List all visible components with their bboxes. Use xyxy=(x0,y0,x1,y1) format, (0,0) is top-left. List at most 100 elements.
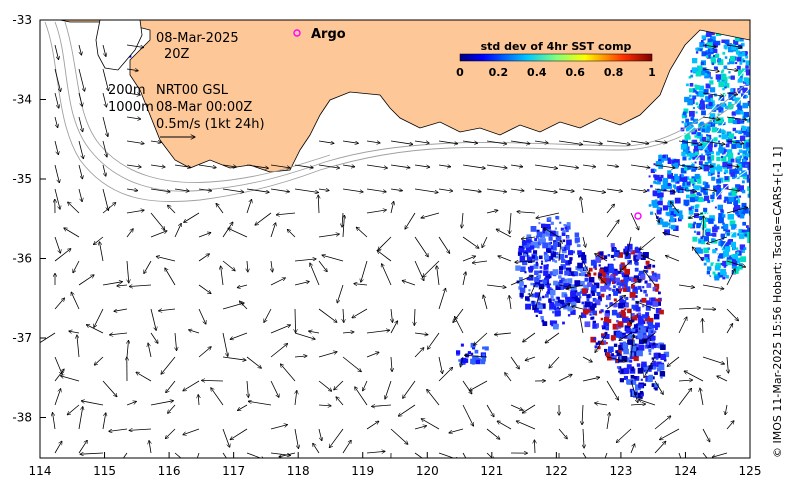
sst-pixel xyxy=(605,305,607,307)
sst-pixel xyxy=(640,290,642,292)
sst-pixel xyxy=(592,293,595,296)
sst-pixel xyxy=(689,111,695,117)
sst-pixel xyxy=(537,232,543,238)
sst-pixel xyxy=(700,48,703,51)
sst-pixel xyxy=(717,172,720,175)
sst-pixel xyxy=(648,377,653,382)
sst-pixel xyxy=(704,166,709,171)
sst-pixel xyxy=(722,214,726,218)
sst-pixel xyxy=(699,161,703,165)
sst-pixel xyxy=(714,225,717,228)
sst-pixel xyxy=(654,314,660,320)
sst-pixel xyxy=(649,318,653,322)
sst-pixel xyxy=(667,158,670,161)
sst-pixel xyxy=(714,276,719,281)
sst-pixel xyxy=(624,368,630,374)
sst-pixel xyxy=(704,212,706,214)
sst-pixel xyxy=(585,301,591,307)
sst-pixel xyxy=(545,224,551,230)
sst-pixel xyxy=(756,120,759,123)
sst-pixel xyxy=(738,215,741,218)
sst-pixel xyxy=(740,214,745,219)
sst-pixel xyxy=(731,76,735,80)
sst-pixel xyxy=(630,292,636,298)
sst-pixel xyxy=(667,170,671,174)
sst-pixel xyxy=(574,271,578,275)
sst-pixel xyxy=(566,240,572,246)
sst-pixel xyxy=(555,216,558,219)
sst-pixel xyxy=(746,133,750,137)
sst-pixel xyxy=(577,263,583,269)
sst-pixel xyxy=(638,286,642,290)
sst-pixel xyxy=(570,292,575,297)
sst-pixel xyxy=(743,103,749,109)
sst-pixel xyxy=(530,283,533,286)
sst-pixel xyxy=(674,187,676,189)
sst-pixel xyxy=(717,183,719,185)
sst-pixel xyxy=(602,341,604,343)
sst-pixel xyxy=(756,127,758,129)
sst-pixel xyxy=(549,242,552,245)
sst-pixel xyxy=(732,111,736,115)
sst-pixel xyxy=(569,257,572,260)
sst-pixel xyxy=(544,255,549,260)
sst-pixel xyxy=(736,110,741,115)
sst-pixel xyxy=(696,102,699,105)
sst-pixel xyxy=(742,180,745,183)
sst-pixel xyxy=(714,67,717,70)
sst-pixel xyxy=(653,301,659,307)
sst-pixel xyxy=(714,137,718,141)
sst-pixel xyxy=(608,254,611,257)
sst-pixel xyxy=(720,209,723,212)
sst-pixel xyxy=(745,52,748,55)
sst-pixel xyxy=(599,251,603,255)
sst-pixel xyxy=(629,279,631,281)
sst-pixel xyxy=(660,344,666,350)
sst-pixel xyxy=(675,198,681,204)
sst-pixel xyxy=(537,246,540,249)
sst-pixel xyxy=(709,102,713,106)
colorbar-tick-label: 0 xyxy=(456,66,464,79)
sst-pixel xyxy=(617,353,621,357)
sst-pixel xyxy=(743,159,746,162)
sst-pixel xyxy=(681,144,687,150)
sst-pixel xyxy=(604,349,607,352)
sst-pixel xyxy=(730,172,735,177)
sst-pixel xyxy=(536,263,539,266)
sst-pixel xyxy=(742,190,746,194)
sst-pixel xyxy=(713,272,716,275)
sst-pixel xyxy=(559,266,563,270)
sst-pixel xyxy=(476,360,480,364)
sst-pixel xyxy=(593,324,597,328)
sst-pixel xyxy=(717,259,719,261)
sst-pixel xyxy=(587,282,592,287)
sst-pixel xyxy=(581,272,585,276)
sst-pixel xyxy=(746,225,749,228)
sst-pixel xyxy=(564,224,566,226)
sst-pixel xyxy=(531,294,535,298)
sst-pixel xyxy=(641,362,647,368)
sst-pixel xyxy=(555,260,558,263)
sst-pixel xyxy=(649,175,651,177)
sst-pixel xyxy=(482,347,485,350)
sst-pixel xyxy=(631,346,637,352)
product-name: NRT00 GSL xyxy=(156,83,229,98)
sst-pixel xyxy=(608,346,614,352)
sst-pixel xyxy=(594,266,597,269)
sst-pixel xyxy=(699,104,702,107)
sst-pixel xyxy=(567,236,569,238)
sst-pixel xyxy=(657,190,660,193)
sst-pixel xyxy=(700,155,705,160)
sst-pixel xyxy=(696,111,698,113)
sst-pixel xyxy=(475,350,479,354)
sst-pixel xyxy=(753,97,758,102)
sst-pixel xyxy=(716,74,721,79)
sst-pixel xyxy=(708,38,712,42)
sst-pixel xyxy=(695,209,699,213)
sst-pixel xyxy=(536,315,538,317)
sst-pixel xyxy=(528,289,530,291)
sst-pixel xyxy=(567,278,572,283)
sst-pixel xyxy=(719,135,722,138)
sst-pixel xyxy=(751,110,754,113)
sst-pixel xyxy=(731,159,735,163)
